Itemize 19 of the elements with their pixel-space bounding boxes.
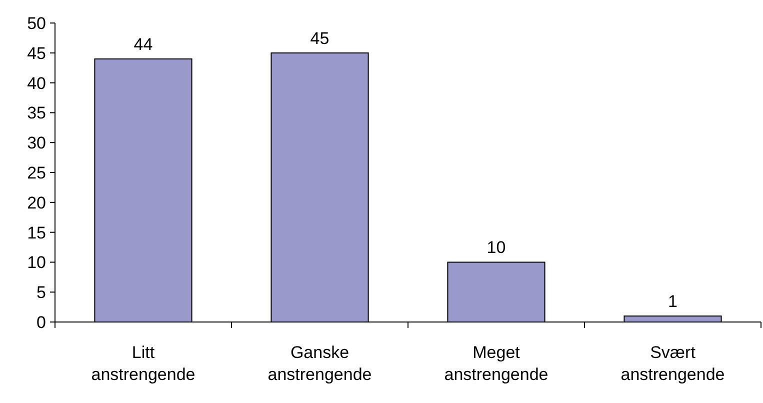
y-tick-label: 30	[27, 134, 46, 153]
y-tick-label: 25	[27, 163, 46, 182]
x-tick-label: Litt anstrengende	[91, 343, 196, 384]
y-tick-label: 35	[27, 104, 46, 123]
y-tick-label: 5	[36, 283, 46, 302]
data-label: 10	[486, 238, 506, 258]
data-label: 45	[310, 28, 330, 48]
data-label: 1	[668, 292, 678, 312]
data-label: 44	[134, 34, 153, 54]
y-tick-label: 20	[27, 193, 46, 212]
y-tick-label: 0	[36, 312, 46, 332]
x-tick-label: Meget anstrengende	[444, 343, 548, 384]
y-tick-label: 50	[27, 14, 46, 33]
y-tick-label: 15	[27, 223, 46, 242]
y-tick-label: 10	[27, 253, 46, 272]
x-tick-label: Svært anstrengende	[620, 343, 725, 384]
y-tick-label: 45	[27, 44, 46, 63]
x-tick-label: Ganske anstrengende	[268, 343, 372, 384]
y-tick-label: 40	[27, 74, 46, 93]
